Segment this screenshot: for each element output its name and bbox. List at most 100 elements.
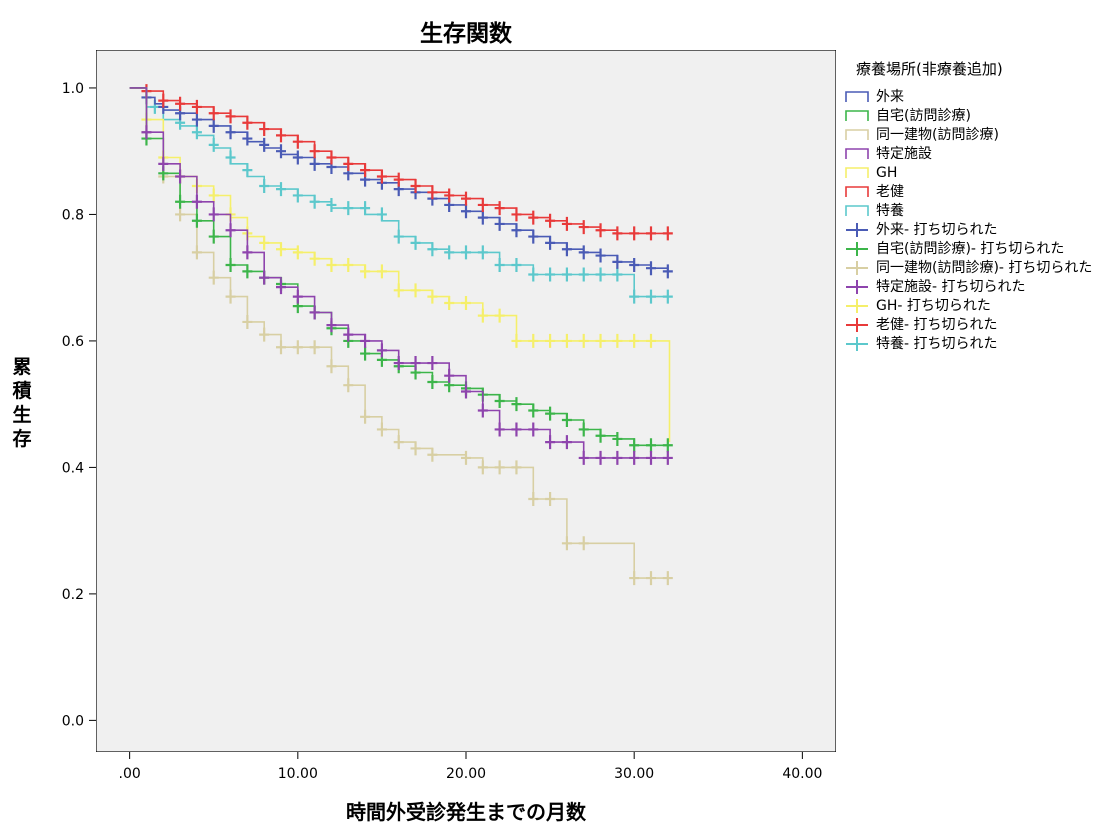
series-特定施設-censor-mark xyxy=(225,223,236,238)
series-自宅(訪問診療)-censor-mark xyxy=(528,403,539,418)
series-特定施設-censor-mark xyxy=(276,280,286,295)
legend-line-symbol xyxy=(845,129,869,140)
series-自宅(訪問診療)-censor-mark xyxy=(242,264,253,279)
legend-swatch xyxy=(845,91,869,102)
series-自宅(訪問診療)-censor-mark xyxy=(578,422,589,437)
series-同一建物(訪問診療)-censor-mark xyxy=(276,340,286,355)
series-特養-censor-mark xyxy=(595,267,606,282)
y-axis-label: 累積生存 xyxy=(12,356,32,450)
series-特定施設-censor-mark xyxy=(646,450,656,465)
series-GH-censor-mark xyxy=(360,264,371,279)
series-特定施設-censor-mark xyxy=(595,450,606,465)
series-老健-censor-mark xyxy=(376,169,387,184)
y-tick-label: 0.2 xyxy=(62,587,84,603)
series-特定施設-censor-mark xyxy=(662,450,673,465)
legend-label: 外来 xyxy=(876,89,904,105)
series-同一建物(訪問診療)-censor-mark xyxy=(427,447,438,462)
legend-swatch xyxy=(845,186,869,197)
series-外来-censor-mark xyxy=(276,144,286,159)
series-老健-censor-mark xyxy=(511,207,522,222)
legend-label: 自宅(訪問診療)- 打ち切られた xyxy=(876,241,1065,257)
legend-censor-symbol xyxy=(846,337,868,351)
series-特定施設-censor-mark xyxy=(545,435,556,450)
series-同一建物(訪問診療)-censor-mark xyxy=(225,289,236,304)
series-特定施設-censor-mark xyxy=(629,450,640,465)
series-同一建物(訪問診療)-censor-mark xyxy=(662,571,673,586)
series-外来-censor-mark xyxy=(662,264,673,279)
series-特定施設-censor-mark xyxy=(175,169,186,184)
series-同一建物(訪問診療)-censor-mark xyxy=(461,450,471,465)
legend-censor-symbol xyxy=(846,280,868,294)
series-GH-censor-mark xyxy=(494,308,505,323)
series-老健-censor-mark xyxy=(629,226,640,241)
legend-censor-symbol xyxy=(846,299,868,313)
series-特養-censor-mark xyxy=(343,201,354,216)
legend-swatch xyxy=(846,318,868,332)
series-特定施設-censor-mark xyxy=(578,450,589,465)
series-外来-censor-mark xyxy=(646,261,656,276)
series-自宅(訪問診療)-censor-mark xyxy=(191,213,202,228)
series-特定施設-censor-mark xyxy=(292,289,303,304)
legend-censor-symbol xyxy=(846,318,868,332)
series-外来-censor-mark xyxy=(561,242,572,257)
series-老健-censor-mark xyxy=(225,109,236,124)
series-同一建物(訪問診療)-censor-mark xyxy=(292,340,303,355)
series-特定施設-censor-mark xyxy=(612,450,623,465)
series-GH-censor-mark xyxy=(276,242,286,257)
series-GH-censor-mark xyxy=(511,333,522,348)
series-GH-censor-mark xyxy=(393,283,404,298)
series-同一建物(訪問診療)-censor-mark xyxy=(242,314,253,329)
legend-swatch xyxy=(846,242,868,256)
series-GH-censor-mark xyxy=(343,258,354,273)
series-GH-censor-mark xyxy=(561,333,572,348)
series-特養-censor-mark xyxy=(662,289,673,304)
series-特養-censor-mark xyxy=(376,207,387,222)
legend-item: 同一建物(訪問診療)- 打ち切られた xyxy=(842,260,1102,276)
legend: 療養場所(非療養追加) 外来 自宅(訪問診療) 同一建物(訪問診療) 特定施設 GH 老健… xyxy=(842,58,1102,355)
series-同一建物(訪問診療)-censor-mark xyxy=(477,460,488,475)
series-特定施設-line xyxy=(129,87,668,459)
legend-line-symbol xyxy=(845,110,869,121)
series-自宅(訪問診療)-censor-mark xyxy=(545,406,556,421)
series-特養-censor-mark xyxy=(646,289,656,304)
series-特定施設-censor-mark xyxy=(376,343,387,358)
series-老健-censor-mark xyxy=(561,216,572,231)
series-特養-censor-mark xyxy=(578,267,589,282)
series-特養-censor-mark xyxy=(242,163,253,178)
series-外来-censor-mark xyxy=(292,150,303,165)
series-特定施設-censor-mark xyxy=(208,207,219,222)
legend-swatch xyxy=(845,167,869,178)
series-自宅(訪問診療)-censor-mark xyxy=(427,375,438,390)
series-同一建物(訪問診療)-censor-mark xyxy=(511,460,522,475)
plot-area xyxy=(96,50,836,752)
legend-line-symbol xyxy=(845,148,869,159)
series-同一建物(訪問診療)-censor-mark xyxy=(393,435,404,450)
series-特定施設-censor-mark xyxy=(561,435,572,450)
series-自宅(訪問診療)-censor-mark xyxy=(494,394,505,408)
series-特定施設-censor-mark xyxy=(444,368,455,383)
legend-label: 老健 xyxy=(876,184,904,200)
series-老健-censor-mark xyxy=(191,99,202,114)
legend-label: GH- 打ち切られた xyxy=(876,298,991,314)
series-同一建物(訪問診療)-censor-mark xyxy=(528,492,539,507)
series-同一建物(訪問診療)-censor-mark xyxy=(545,492,556,507)
series-特定施設-censor-mark xyxy=(242,245,253,260)
y-tick-label: 0.6 xyxy=(62,334,84,350)
series-老健-censor-mark xyxy=(662,226,673,241)
series-特定施設-censor-mark xyxy=(410,356,421,371)
legend-label: 外来- 打ち切られた xyxy=(876,222,998,238)
series-GH-censor-mark xyxy=(259,235,270,250)
series-特定施設-censor-mark xyxy=(343,327,354,342)
chart-title: 生存関数 xyxy=(420,21,512,47)
series-外来-censor-mark xyxy=(612,254,623,269)
series-同一建物(訪問診療)-censor-mark xyxy=(208,270,219,285)
x-tick-label: 20.00 xyxy=(446,766,486,782)
series-特養-censor-mark xyxy=(511,258,522,273)
series-老健-censor-mark xyxy=(360,163,371,178)
series-老健-censor-mark xyxy=(612,226,623,241)
series-外来-censor-mark xyxy=(208,118,219,133)
series-同一建物(訪問診療)-censor-mark xyxy=(578,536,589,551)
x-axis-label: 時間外受診発生までの月数 xyxy=(346,800,586,824)
series-老健-censor-mark xyxy=(326,150,337,165)
series-GH-censor-mark xyxy=(612,333,623,348)
